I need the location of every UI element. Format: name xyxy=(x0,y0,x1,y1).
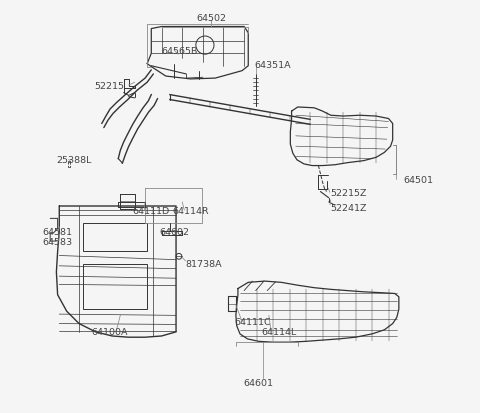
Bar xyxy=(83,264,147,309)
Bar xyxy=(83,223,147,252)
Text: 64565B: 64565B xyxy=(162,46,198,55)
Text: 52215Z: 52215Z xyxy=(330,188,366,197)
Text: 64351A: 64351A xyxy=(254,61,291,70)
Text: 64581: 64581 xyxy=(43,228,73,237)
Text: 64111C: 64111C xyxy=(235,317,271,326)
Text: 25388L: 25388L xyxy=(56,156,92,164)
Text: 64583: 64583 xyxy=(43,238,73,247)
Circle shape xyxy=(176,254,182,260)
Text: 64111D: 64111D xyxy=(133,206,170,215)
Text: 64501: 64501 xyxy=(403,175,433,184)
Text: 64602: 64602 xyxy=(159,228,190,237)
Circle shape xyxy=(196,37,214,55)
Text: 64114L: 64114L xyxy=(262,327,297,336)
Text: 52241Z: 52241Z xyxy=(330,204,366,213)
Text: 52215: 52215 xyxy=(95,81,125,90)
Text: 64502: 64502 xyxy=(196,14,226,22)
Text: 64114R: 64114R xyxy=(173,206,209,215)
Text: 81738A: 81738A xyxy=(186,260,222,268)
Text: 64601: 64601 xyxy=(243,378,274,387)
Text: 64100A: 64100A xyxy=(92,327,128,336)
